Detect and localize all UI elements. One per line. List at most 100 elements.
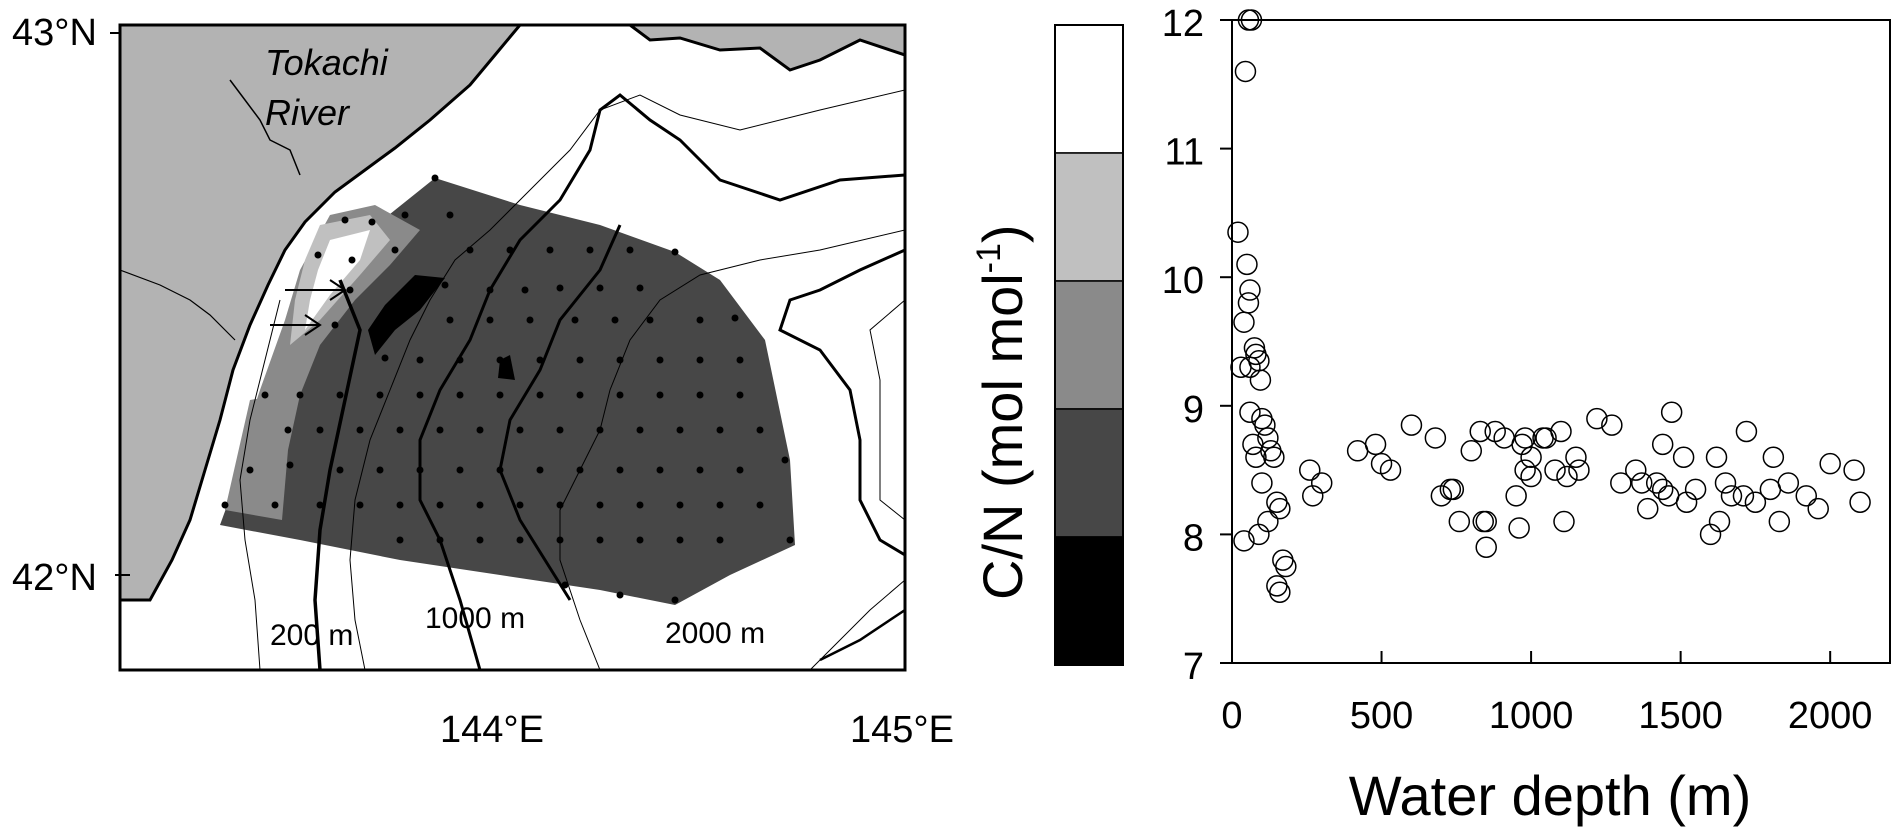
data-point — [1777, 472, 1800, 494]
station-dot — [456, 466, 464, 474]
station-dot — [436, 536, 444, 544]
station-dot — [596, 426, 604, 434]
thin-contour-3 — [559, 229, 905, 670]
contour-2000m-b — [819, 608, 905, 662]
station-dot — [626, 246, 634, 254]
station-dot — [476, 426, 484, 434]
station-dot — [376, 391, 384, 399]
data-point — [1254, 414, 1276, 436]
station-dot — [486, 286, 494, 294]
station-dot — [616, 356, 624, 364]
data-point — [1550, 420, 1572, 443]
station-dot — [336, 391, 344, 399]
station-dot — [676, 426, 684, 434]
lon-label-145e: 145°E — [850, 709, 954, 751]
station-dot — [381, 354, 389, 362]
data-point — [1759, 478, 1782, 501]
station-dot — [556, 426, 564, 434]
station-dot — [586, 246, 594, 254]
y-axis-ticks: 12 11 10 9 8 7 — [1162, 3, 1232, 688]
data-point — [1233, 311, 1255, 333]
data-point — [1234, 60, 1257, 83]
station-dot — [466, 246, 474, 254]
station-dot — [546, 246, 554, 254]
data-point — [1475, 536, 1497, 559]
x-tick-label: 2000 — [1788, 695, 1873, 737]
data-point — [1520, 465, 1542, 488]
station-dot — [696, 466, 704, 474]
river-branch — [120, 269, 236, 341]
station-dot — [556, 536, 564, 544]
lat-label-43n: 43°N — [12, 12, 97, 54]
station-dot — [536, 356, 544, 364]
scatter-points — [1227, 9, 1871, 604]
data-point — [1768, 510, 1791, 533]
station-dot — [486, 316, 494, 324]
data-point — [1672, 446, 1695, 468]
station-dot — [496, 466, 504, 474]
station-dot — [736, 356, 744, 364]
station-dot — [316, 426, 324, 434]
thin-contour-5 — [809, 579, 905, 670]
y-tick-label: 11 — [1165, 132, 1204, 174]
station-dot — [476, 536, 484, 544]
plot-frame — [1231, 19, 1891, 664]
station-dot — [611, 316, 619, 324]
station-dot — [671, 248, 679, 256]
data-point — [1248, 523, 1270, 546]
y-tick-label: 12 — [1162, 3, 1204, 45]
data-point — [1660, 401, 1683, 423]
station-dot — [396, 426, 404, 434]
data-point — [1556, 465, 1578, 488]
station-dot — [261, 391, 269, 399]
sampling-stations — [221, 174, 794, 604]
data-point — [1233, 530, 1255, 552]
station-dot — [646, 316, 654, 324]
x-axis-ticks: 0 500 1000 1500 2000 — [1221, 651, 1872, 737]
data-point — [1636, 497, 1659, 520]
colorbar-bins — [1054, 24, 1124, 666]
y-tick-label: 10 — [1162, 260, 1204, 302]
data-point — [1651, 433, 1674, 456]
data-point — [1568, 459, 1590, 481]
station-dot — [676, 536, 684, 544]
station-dot — [671, 596, 679, 604]
contour-1000m — [418, 93, 905, 670]
lon-label-144e: 144°E — [440, 709, 544, 751]
river-label-line2: River — [265, 92, 351, 133]
data-point — [1239, 401, 1261, 423]
station-dot — [496, 356, 504, 364]
station-dot — [526, 316, 534, 324]
station-dot — [401, 211, 409, 219]
lat-label-42n: 42°N — [12, 557, 97, 599]
data-point — [1601, 414, 1623, 436]
station-dot — [636, 501, 644, 509]
station-dot — [676, 501, 684, 509]
data-point — [1239, 279, 1261, 301]
station-dot — [556, 284, 564, 292]
station-dot — [736, 391, 744, 399]
data-point — [1248, 350, 1270, 372]
data-point — [1493, 427, 1515, 449]
station-dot — [576, 356, 584, 364]
thin-contour-2 — [239, 299, 281, 670]
station-dot — [636, 284, 644, 292]
station-dot — [781, 456, 789, 464]
station-dot — [536, 466, 544, 474]
station-dot — [416, 466, 424, 474]
station-dot — [656, 466, 664, 474]
station-dot — [271, 501, 279, 509]
data-point — [1762, 446, 1785, 468]
station-dot — [314, 251, 322, 259]
contour-2000m — [778, 248, 905, 557]
data-point — [1230, 356, 1252, 378]
station-dot — [506, 246, 514, 254]
data-point — [1227, 221, 1249, 243]
data-point — [1364, 433, 1387, 456]
data-point — [1260, 440, 1282, 462]
data-point — [1269, 581, 1291, 604]
station-dot — [616, 466, 624, 474]
data-point — [1744, 491, 1767, 513]
data-point — [1475, 510, 1497, 533]
data-point — [1508, 517, 1530, 539]
